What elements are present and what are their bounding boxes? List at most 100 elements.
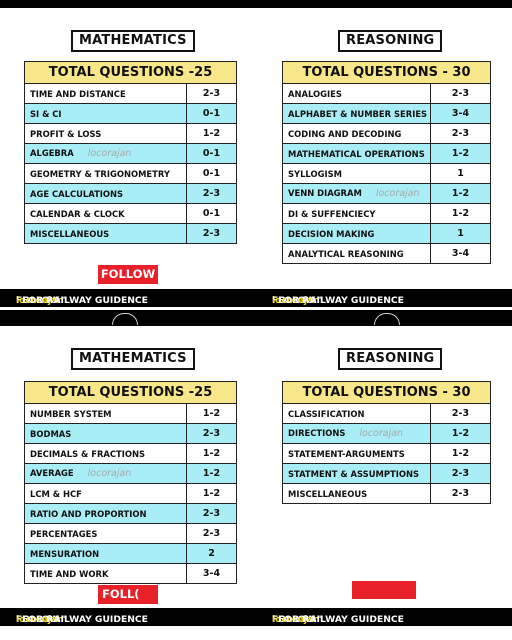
topic-label: ANALOGIES xyxy=(288,88,342,99)
question-count: 1-2 xyxy=(429,443,492,464)
handle-text: locorajan xyxy=(272,614,320,625)
topic-label: ALGEBRA xyxy=(30,148,74,158)
math-table: TOTAL QUESTIONS -25 TIME AND DISTANCE 2-3… xyxy=(23,61,238,244)
math-table-header: TOTAL QUESTIONS -25 xyxy=(23,61,238,84)
table-row: STATEMENT-ARGUMENTS 1-2 xyxy=(282,443,492,464)
question-count: 2-3 xyxy=(185,83,238,104)
question-count: 0-1 xyxy=(185,163,238,184)
question-count: 3-4 xyxy=(429,243,492,264)
topic-label: BODMAS xyxy=(30,428,72,439)
reasoning-table-header: TOTAL QUESTIONS - 30 xyxy=(281,381,492,404)
table-row: DECISION MAKING 1 xyxy=(282,223,492,244)
table-row: ANALYTICAL REASONING 3-4 xyxy=(282,243,492,264)
topic-label: ALPHABET & NUMBER SERIES xyxy=(288,108,428,119)
question-count: 1-2 xyxy=(185,483,238,504)
question-count: 0-1 xyxy=(185,143,238,164)
question-count: 2-3 xyxy=(429,463,492,484)
table-row: ALGEBRA locorajan 0-1 xyxy=(24,143,238,164)
math-subject-title: MATHEMATICS xyxy=(71,30,195,52)
question-count: 2-3 xyxy=(429,483,492,504)
question-count: 1-2 xyxy=(429,423,492,444)
topic-label: MATHEMATICAL OPERATIONS xyxy=(288,148,425,159)
question-count: 1-2 xyxy=(185,443,238,464)
table-row: NUMBER SYSTEM 1-2 xyxy=(24,403,238,424)
handle-text: locorajan xyxy=(16,295,64,306)
topic-label: RATIO AND PROPORTION xyxy=(30,508,147,519)
reasoning-table: TOTAL QUESTIONS - 30 CLASSIFICATION 2-3 D… xyxy=(281,381,492,504)
watermark-text: locorajan xyxy=(87,148,132,159)
question-count: 2-3 xyxy=(185,423,238,444)
table-row: DI & SUFFENCIECY 1-2 xyxy=(282,203,492,224)
table-row: TIME AND WORK 3-4 xyxy=(24,563,238,584)
panel-2: MATHEMATICS REASONING TOTAL QUESTIONS -2… xyxy=(0,326,512,640)
topic-label: AGE CALCULATIONS xyxy=(30,188,124,199)
watermark-text: locorajan xyxy=(359,428,404,439)
table-row: MENSURATION 2 xyxy=(24,543,238,564)
table-row: GEOMETRY & TRIGONOMETRY 0-1 xyxy=(24,163,238,184)
question-count: 1 xyxy=(429,223,492,244)
follow-button[interactable]: FOLLOW xyxy=(98,265,158,284)
question-count: 2-3 xyxy=(185,223,238,244)
topic-label: GEOMETRY & TRIGONOMETRY xyxy=(30,168,170,179)
topic-label: PROFIT & LOSS xyxy=(30,128,102,139)
topic-label: DI & SUFFENCIECY xyxy=(288,208,376,219)
question-count: 1-2 xyxy=(429,143,492,164)
table-row: ANALOGIES 2-3 xyxy=(282,83,492,104)
topic-label: MENSURATION xyxy=(30,548,100,559)
topic-label: TIME AND DISTANCE xyxy=(30,88,126,99)
panel-1: MATHEMATICS REASONING TOTAL QUESTIONS -2… xyxy=(0,8,512,310)
topic-label: DIRECTIONS xyxy=(288,428,346,438)
table-row: ALPHABET & NUMBER SERIES 3-4 xyxy=(282,103,492,124)
follow-banner: FOLLOW ' locorajan ' FOR RAILWAY GUIDENCE … xyxy=(0,289,512,307)
question-count: 2-3 xyxy=(185,523,238,544)
table-row: LCM & HCF 1-2 xyxy=(24,483,238,504)
reasoning-table: TOTAL QUESTIONS - 30 ANALOGIES 2-3 ALPHAB… xyxy=(281,61,492,264)
table-row: RATIO AND PROPORTION 2-3 xyxy=(24,503,238,524)
topic-label: STATEMENT-ARGUMENTS xyxy=(288,448,405,459)
question-count: 2-3 xyxy=(429,403,492,424)
topic-label: ANALYTICAL REASONING xyxy=(288,248,404,259)
topic-label: CLASSIFICATION xyxy=(288,408,365,419)
table-row: AVERAGE locorajan 1-2 xyxy=(24,463,238,484)
question-count: 3-4 xyxy=(429,103,492,124)
reasoning-subject-title: REASONING xyxy=(338,30,443,52)
topic-label: SYLLOGISM xyxy=(288,168,342,179)
follow-button-partial[interactable] xyxy=(352,581,416,599)
question-count: 1-2 xyxy=(185,403,238,424)
ring-icon xyxy=(374,313,400,325)
question-count: 1 xyxy=(429,163,492,184)
table-row: VENN DIAGRAM locorajan 1-2 xyxy=(282,183,492,204)
question-count: 1-2 xyxy=(429,183,492,204)
question-count: 3-4 xyxy=(185,563,238,584)
topic-label: DECISION MAKING xyxy=(288,228,375,239)
topic-label: CODING AND DECODING xyxy=(288,128,402,139)
table-row: DECIMALS & FRACTIONS 1-2 xyxy=(24,443,238,464)
topic-label: NUMBER SYSTEM xyxy=(30,408,112,419)
question-count: 2-3 xyxy=(429,83,492,104)
question-count: 2-3 xyxy=(185,183,238,204)
topic-label: VENN DIAGRAM xyxy=(288,188,362,198)
table-row: SYLLOGISM 1 xyxy=(282,163,492,184)
topic-label: PERCENTAGES xyxy=(30,528,98,539)
question-count: 1-2 xyxy=(429,203,492,224)
table-row: STATMENT & ASSUMPTIONS 2-3 xyxy=(282,463,492,484)
topic-label: MISCELLANEOUS xyxy=(288,488,368,499)
topic-label: SI & CI xyxy=(30,108,62,119)
follow-button[interactable]: FOLL( xyxy=(98,585,158,604)
reasoning-subject-title: REASONING xyxy=(338,348,443,370)
math-table: TOTAL QUESTIONS -25 NUMBER SYSTEM 1-2 BOD… xyxy=(23,381,238,584)
follow-banner: FOLLOW ' locorajan ' FOR RAILWAY GUIDENCE … xyxy=(0,608,512,626)
math-subject-title: MATHEMATICS xyxy=(71,348,195,370)
handle-text: locorajan xyxy=(272,295,320,306)
topic-label: AVERAGE xyxy=(30,468,74,478)
topic-label: CALENDAR & CLOCK xyxy=(30,208,125,219)
table-row: MISCELLANEOUS 2-3 xyxy=(282,483,492,504)
topic-label: STATMENT & ASSUMPTIONS xyxy=(288,468,419,479)
question-count: 1-2 xyxy=(185,463,238,484)
table-row: AGE CALCULATIONS 2-3 xyxy=(24,183,238,204)
question-count: 0-1 xyxy=(185,103,238,124)
table-row: DIRECTIONS locorajan 1-2 xyxy=(282,423,492,444)
reasoning-table-header: TOTAL QUESTIONS - 30 xyxy=(281,61,492,84)
table-row: CODING AND DECODING 2-3 xyxy=(282,123,492,144)
table-row: MATHEMATICAL OPERATIONS 1-2 xyxy=(282,143,492,164)
